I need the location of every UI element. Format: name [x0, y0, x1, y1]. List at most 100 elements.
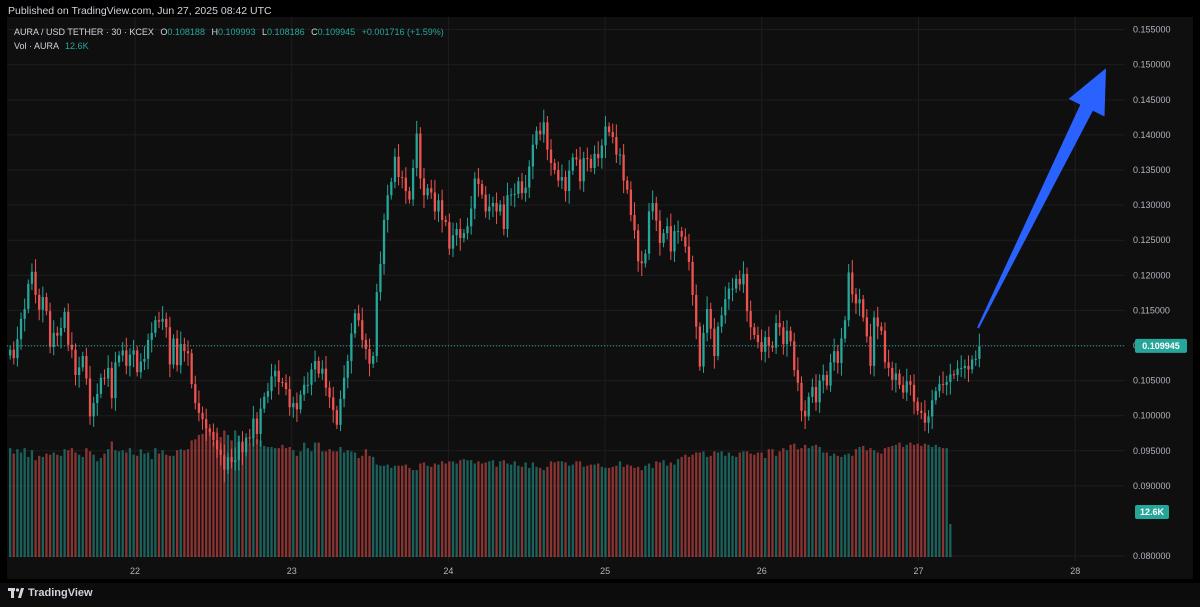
volume-bar [266, 447, 270, 557]
candle-body [535, 130, 538, 145]
volume-label[interactable]: Vol · AURA [14, 41, 59, 51]
volume-bar [433, 463, 437, 557]
candle-body [139, 361, 142, 373]
candle-body [666, 226, 669, 234]
candle-body [462, 233, 466, 239]
volume-bar [854, 449, 858, 557]
volume-bar [201, 433, 204, 557]
candle-body [854, 294, 858, 304]
candle-body [219, 449, 222, 456]
y-tick-label: 0.095000 [1133, 446, 1171, 456]
symbol-label[interactable]: AURA / USD TETHER · 30 · KCEX [14, 27, 154, 37]
volume-bar [339, 447, 342, 557]
candle-body [720, 315, 723, 327]
volume-bar [764, 458, 767, 557]
volume-bar [676, 459, 680, 557]
volume-bar [695, 452, 698, 557]
volume-bar [237, 436, 240, 557]
candle-body [883, 330, 887, 363]
candle-body [586, 158, 589, 160]
candle-body [252, 418, 255, 439]
volume-bar [655, 461, 658, 557]
candle-body [891, 367, 894, 380]
candle-body [495, 203, 498, 212]
x-tick-label: 25 [600, 566, 610, 576]
price-chart[interactable]: 0.080000 0.090000 0.095000 0.100000 0.105000… [7, 17, 1193, 579]
volume-bar [143, 453, 146, 557]
candle-body [756, 334, 760, 342]
volume-bar [803, 444, 807, 557]
chart-panel[interactable]: 0.080000 0.090000 0.095000 0.100000 0.105000… [7, 17, 1193, 579]
volume-bar [63, 449, 66, 557]
volume-bar [470, 460, 473, 557]
volume-bar [720, 451, 723, 557]
volume-bar [70, 448, 74, 557]
volume-bar [165, 454, 168, 557]
volume-bar [85, 448, 88, 557]
volume-bar [916, 443, 919, 557]
volume-bar [499, 461, 502, 557]
candle-body [796, 370, 800, 383]
volume-bar [415, 470, 418, 557]
volume-bar [705, 456, 709, 557]
volume-bar [110, 441, 113, 557]
candle-body [234, 459, 237, 463]
volume-bar [197, 434, 201, 557]
candle-body [749, 311, 752, 328]
candle-body [38, 294, 41, 310]
candle-body [582, 158, 585, 182]
candle-body [426, 188, 429, 196]
candle-body [662, 233, 665, 244]
volume-bar [397, 465, 400, 557]
volume-bar [248, 443, 251, 557]
candle-body [615, 137, 618, 155]
candle-body [814, 386, 818, 403]
candle-body [480, 184, 484, 195]
y-tick-label: 0.125000 [1133, 235, 1171, 245]
candle-body [241, 441, 244, 453]
volume-bar [255, 439, 259, 557]
candle-body [836, 351, 839, 364]
volume-bar [361, 455, 364, 557]
volume-bar [382, 465, 386, 557]
candle-body [150, 332, 153, 340]
volume-bar [691, 454, 694, 557]
candle-body [190, 353, 193, 385]
tradingview-logo[interactable]: TradingView [8, 587, 93, 599]
y-tick-label: 0.135000 [1133, 165, 1171, 175]
candle-body [353, 313, 357, 334]
volume-bar [88, 451, 92, 557]
volume-bar [241, 443, 244, 557]
candle-body [531, 144, 535, 167]
candle-body [974, 358, 977, 360]
volume-bar [114, 450, 117, 557]
volume-bar [473, 463, 476, 557]
volume-bar [651, 467, 654, 557]
candle-body [92, 403, 95, 417]
volume-bar [586, 465, 589, 557]
candle-body [161, 318, 164, 322]
volume-bar [909, 442, 912, 557]
volume-bar [346, 450, 349, 557]
volume-bar [52, 452, 55, 557]
volume-bar [626, 464, 629, 557]
volume-last-tag [1135, 505, 1169, 519]
candle-body [513, 193, 516, 195]
volume-bar [549, 461, 553, 557]
candle-body [96, 393, 99, 404]
volume-bar [99, 458, 103, 557]
volume-bar [611, 466, 614, 557]
candle-body [727, 288, 731, 300]
candle-body [695, 294, 698, 327]
volume-bar [357, 458, 360, 557]
candle-body [829, 362, 832, 386]
volume-bar [949, 524, 952, 557]
volume-bar [535, 466, 538, 557]
candle-body [793, 341, 796, 371]
candle-body [825, 374, 829, 386]
candle-body [448, 221, 451, 249]
candle-body [771, 345, 774, 348]
candle-body [862, 299, 865, 318]
candle-body [938, 384, 941, 392]
